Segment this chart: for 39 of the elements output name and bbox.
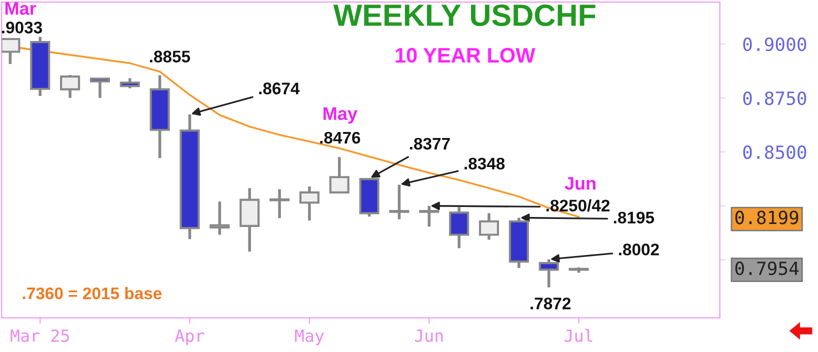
candlestick [419, 204, 440, 228]
annotation: May [324, 107, 358, 124]
annotation: .8674 [259, 82, 300, 94]
annotation: .8476 [320, 132, 360, 144]
y-tick-label: 0.9000 [743, 37, 806, 52]
x-tick-label: Apr [174, 330, 204, 346]
annotation: .7360 = 2015 base [22, 287, 162, 300]
candlestick [299, 185, 320, 222]
y-tick-label: 0.8750 [743, 91, 806, 106]
candlestick [449, 206, 470, 250]
annotation: Mar [5, 2, 36, 15]
x-tick-label: Jun [414, 330, 443, 342]
x-tick-label: Jul [564, 328, 592, 342]
candlestick [120, 76, 140, 90]
y-tick-label: 0.8500 [743, 145, 806, 160]
annotation: .8855 [150, 50, 190, 62]
candlestick [538, 258, 559, 289]
candlestick [2, 37, 20, 66]
candlestick [210, 200, 230, 236]
annotation: .8348 [464, 158, 505, 170]
candlestick [478, 212, 500, 242]
candlestick [269, 188, 290, 220]
text: 0.7954 [735, 261, 799, 276]
annotation: .8195 [614, 212, 654, 224]
text: 10 YEAR LOW [396, 48, 536, 63]
annotation: .9033 [2, 22, 42, 34]
annotation: .8377 [410, 138, 450, 150]
annotation: Jun [564, 177, 596, 190]
x-tick-label: Mar 25 [10, 329, 69, 342]
annotation: .7872 [530, 298, 571, 310]
candlestick [90, 77, 110, 100]
x-tick-label: May [295, 330, 324, 346]
candlestick [389, 183, 410, 221]
annotation: .8250/42 [546, 199, 610, 212]
candlestick [60, 74, 80, 100]
text: 0.8199 [735, 210, 798, 224]
chart-title: WEEKLY USDCHF [333, 4, 596, 26]
candlestick [329, 156, 350, 194]
annotation: .8002 [618, 244, 659, 256]
